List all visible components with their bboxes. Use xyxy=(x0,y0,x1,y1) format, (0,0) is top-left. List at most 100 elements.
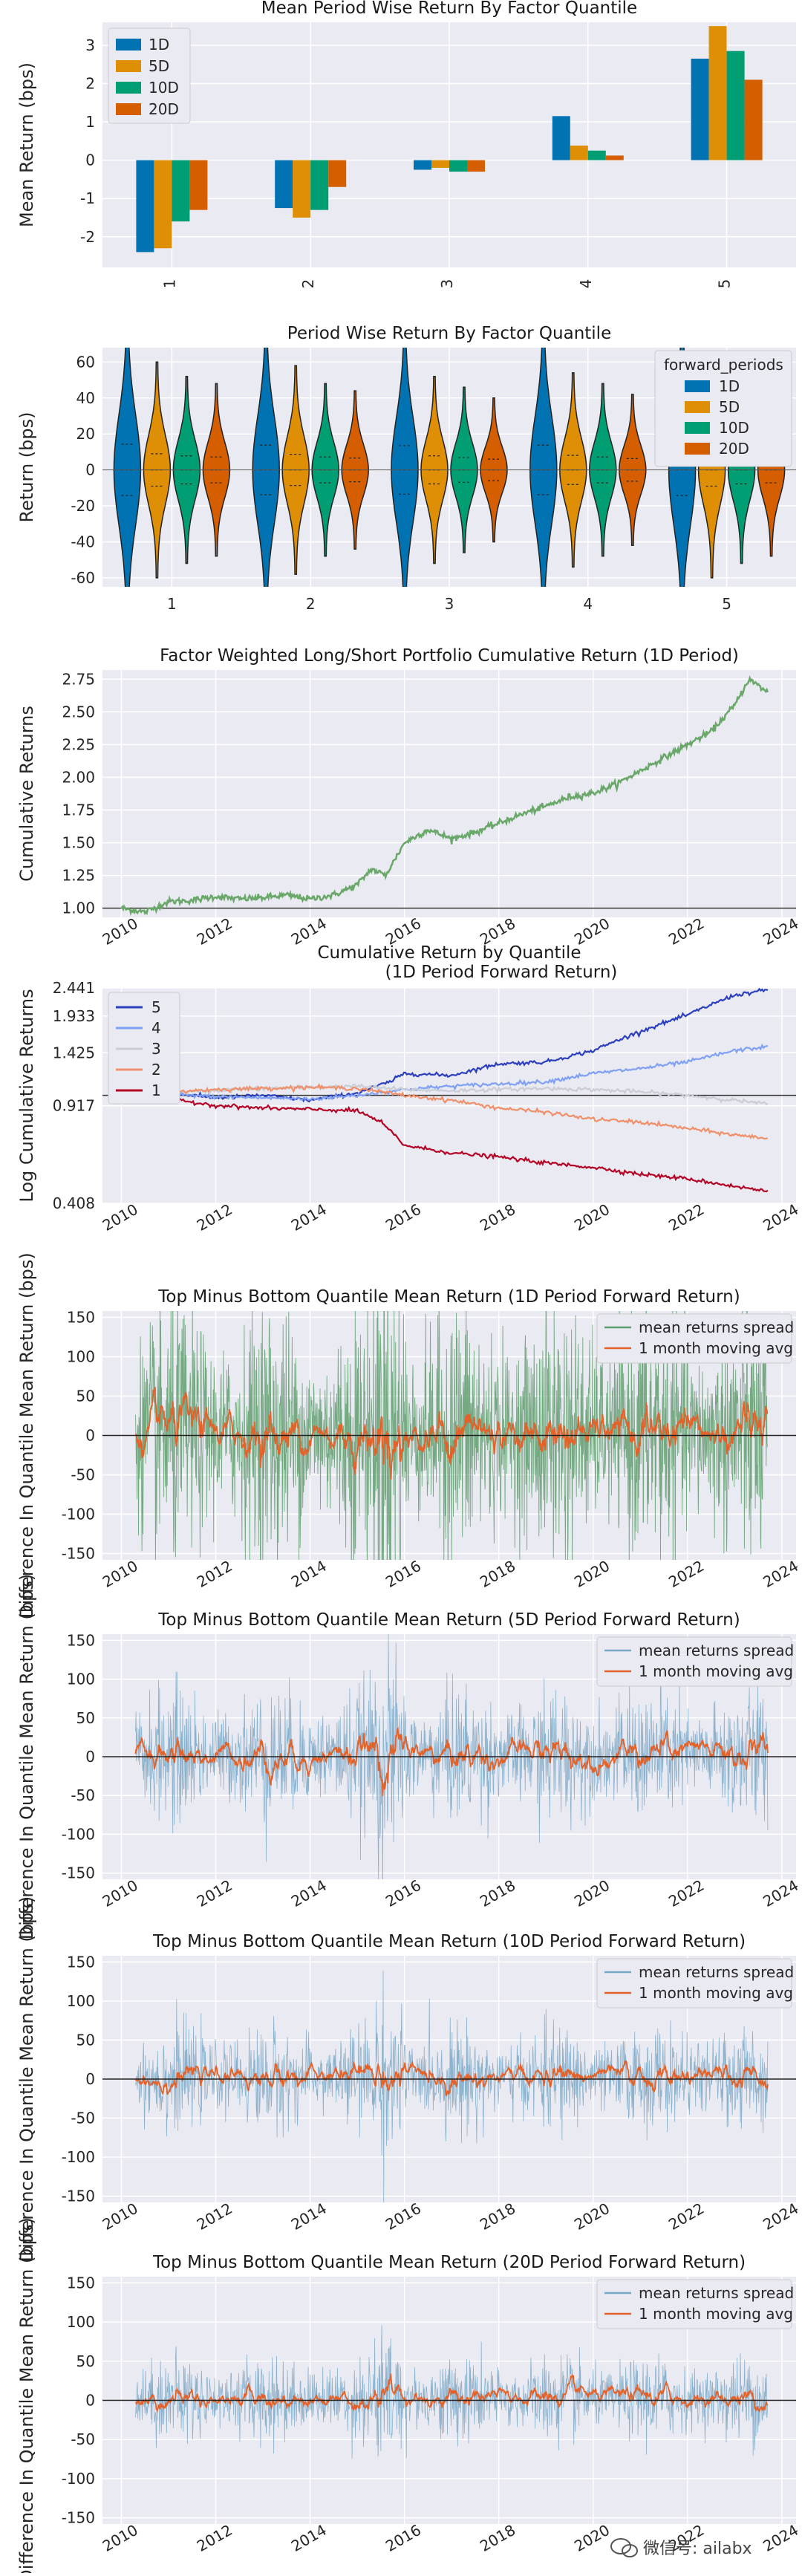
y-tick-label: 0 xyxy=(85,1748,95,1766)
y-tick-label: 0 xyxy=(85,2392,95,2410)
x-tick-label: 2024 xyxy=(760,1557,801,1591)
chart-panel-7: -150 -100 -50 0 50 100 150 2010 2012 2014 2016 2018… xyxy=(16,1896,801,2262)
quantile-2-line xyxy=(130,1083,769,1140)
y-tick-label: -20 xyxy=(71,497,95,515)
legend-box xyxy=(596,1636,792,1687)
violin-1D-q2 xyxy=(252,348,280,587)
x-tick-label: 5 xyxy=(716,279,734,289)
legend-label: 10D xyxy=(149,79,179,97)
x-tick-label: 2010 xyxy=(100,1557,141,1591)
legend: 1D 5D 10D 20D xyxy=(108,27,191,124)
legend: mean returns spread 1 month moving avg xyxy=(596,1958,794,2009)
legend-swatch xyxy=(685,380,710,392)
watermark-text: 微信号: ailabx xyxy=(643,2540,752,2558)
bar-5D-q5 xyxy=(708,26,727,160)
y-tick-label: 1.50 xyxy=(62,834,95,852)
bar-10D-q2 xyxy=(310,160,329,210)
legend-label: 2 xyxy=(151,1061,161,1079)
legend-label: 1 month moving avg xyxy=(639,2305,793,2323)
chart-title: Top Minus Bottom Quantile Mean Return (1… xyxy=(152,1932,746,1951)
violin-1D-q1 xyxy=(113,348,142,587)
violin-1D-q3 xyxy=(391,348,419,587)
x-tick-label: 2022 xyxy=(665,2199,707,2234)
legend-label: 4 xyxy=(151,1019,161,1037)
legend-label: 1 month moving avg xyxy=(639,1662,793,1680)
x-tick-label: 2018 xyxy=(477,1557,518,1591)
y-tick-label: 1.425 xyxy=(53,1044,95,1061)
bar-5D-q4 xyxy=(570,146,588,160)
y-tick-label: -1 xyxy=(80,189,95,207)
legend-box xyxy=(108,27,191,124)
y-tick-label: 100 xyxy=(67,1992,95,2010)
x-tick-label: 2024 xyxy=(760,2199,801,2234)
legend-label: 3 xyxy=(151,1040,161,1058)
y-tick-label: 1.25 xyxy=(62,867,95,885)
y-tick-label: -50 xyxy=(71,2430,95,2448)
x-tick-label: 2010 xyxy=(100,914,141,949)
y-tick-label: -50 xyxy=(71,1466,95,1484)
violin-1D-q4 xyxy=(529,348,558,587)
x-tick-label: 2012 xyxy=(194,1876,235,1910)
y-tick-label: 100 xyxy=(67,2313,95,2331)
bar-5D-q1 xyxy=(154,160,172,249)
x-tick-label: 2016 xyxy=(382,1557,424,1591)
x-tick-label: 2010 xyxy=(100,2199,141,2234)
bar-10D-q1 xyxy=(172,160,190,222)
y-tick-label: 50 xyxy=(76,1709,95,1727)
x-tick-label: 2016 xyxy=(382,1876,424,1910)
y-axis-label: Difference In Quantile Mean Return (bps) xyxy=(16,1252,37,1618)
x-tick-label: 2020 xyxy=(571,1557,613,1591)
x-tick-label: 2016 xyxy=(382,2521,424,2555)
mean-returns-spread-line xyxy=(135,1311,768,1560)
y-tick-label: 1.00 xyxy=(62,900,95,917)
watermark: 微信号: ailabx xyxy=(609,2533,795,2563)
legend-title: forward_periods xyxy=(664,356,783,374)
x-tick-label: 2012 xyxy=(194,2199,235,2234)
x-tick-label: 1 xyxy=(160,279,178,289)
y-tick-label: 2.00 xyxy=(62,768,95,786)
y-tick-label: 150 xyxy=(67,1953,95,1971)
x-tick-label: 2016 xyxy=(382,2199,424,2234)
bar-1D-q1 xyxy=(136,160,154,253)
x-tick-label: 2014 xyxy=(288,1876,330,1910)
legend: 5 4 3 2 1 xyxy=(108,992,180,1105)
x-tick-label: 2012 xyxy=(194,2521,235,2555)
legend-label: mean returns spread xyxy=(639,1318,794,1336)
legend-box xyxy=(596,2279,792,2329)
legend-label: 1D xyxy=(719,377,740,395)
x-tick-label: 2024 xyxy=(760,1200,801,1235)
bar-10D-q3 xyxy=(449,160,467,172)
moving-average-line xyxy=(134,2059,769,2097)
legend-swatch xyxy=(116,103,141,115)
y-tick-label: -2 xyxy=(80,228,95,246)
mean-returns-spread-line xyxy=(135,1634,769,1879)
y-tick-label: -100 xyxy=(62,2148,95,2166)
x-tick-label: 2014 xyxy=(288,2199,330,2234)
legend-label: 5 xyxy=(151,998,161,1016)
y-tick-label: -100 xyxy=(62,2470,95,2488)
x-tick-label: 2024 xyxy=(760,1876,801,1910)
x-tick-label: 2018 xyxy=(477,1876,518,1910)
x-tick-label: 4 xyxy=(583,595,593,613)
legend-label: 1 month moving avg xyxy=(639,1339,793,1357)
bar-20D-q5 xyxy=(744,79,763,160)
legend: mean returns spread 1 month moving avg xyxy=(596,1636,794,1687)
y-tick-label: 0 xyxy=(85,1427,95,1445)
legend-label: 1D xyxy=(149,36,169,53)
legend-box xyxy=(596,1958,792,2009)
bar-1D-q3 xyxy=(414,160,431,170)
y-tick-label: -50 xyxy=(71,1786,95,1804)
x-tick-label: 5 xyxy=(722,595,731,613)
y-tick-label: 50 xyxy=(76,2031,95,2049)
y-tick-label: -150 xyxy=(62,1864,95,1882)
y-tick-label: 0.408 xyxy=(53,1194,95,1212)
y-tick-label: 2.50 xyxy=(62,703,95,721)
chart-title: Top Minus Bottom Quantile Mean Return (5… xyxy=(157,1610,740,1630)
y-tick-label: 1.933 xyxy=(53,1007,95,1025)
x-tick-label: 3 xyxy=(445,595,454,613)
legend-box xyxy=(108,992,180,1105)
y-tick-label: 2.25 xyxy=(62,735,95,753)
y-tick-label: 1 xyxy=(85,113,95,131)
bar-1D-q4 xyxy=(552,116,570,160)
legend-swatch xyxy=(116,39,141,51)
